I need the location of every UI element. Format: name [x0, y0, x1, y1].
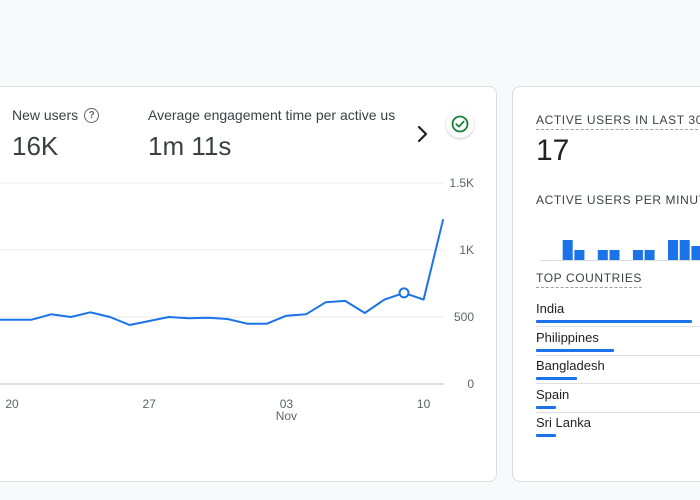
per-minute-bar[interactable]	[679, 240, 690, 260]
country-share-bar	[536, 405, 557, 409]
x-tick-label: 03	[280, 397, 294, 411]
country-row[interactable]: Spain	[536, 386, 700, 414]
metric-engagement-time[interactable]: Average engagement time per active us 1m…	[148, 107, 404, 162]
x-tick-label: 27	[143, 397, 157, 411]
x-tick-label: 20	[5, 397, 19, 411]
country-name: Sri Lanka	[536, 415, 591, 430]
country-share-bar	[536, 348, 615, 352]
hover-point[interactable]	[398, 287, 410, 299]
top-countries-header[interactable]: TOP COUNTRIES	[536, 271, 643, 288]
series-line[interactable]	[0, 218, 445, 326]
metric-new-users[interactable]: New users ? 16K	[12, 107, 100, 162]
country-row[interactable]: India	[536, 300, 700, 328]
country-name: Spain	[536, 386, 570, 402]
y-tick-label: 500	[454, 310, 474, 324]
chevron-right-icon[interactable]	[412, 124, 432, 144]
country-share-bar	[536, 377, 577, 380]
per-minute-bar[interactable]	[644, 250, 655, 260]
country-name: Philippines	[536, 329, 599, 345]
help-circle-icon[interactable]: ?	[84, 107, 100, 123]
realtime-card	[512, 86, 700, 482]
per-minute-bar[interactable]	[632, 250, 643, 260]
country-name: Bangladesh	[536, 358, 605, 373]
metric-value: 16K	[12, 131, 59, 161]
row-divider	[536, 383, 700, 384]
row-divider	[536, 326, 700, 327]
per-minute-header: ACTIVE USERS PER MINUTE	[536, 193, 700, 207]
y-tick-label: 1K	[459, 243, 474, 257]
x-tick-sublabel: Nov	[276, 409, 297, 423]
status-check-badge[interactable]	[446, 110, 474, 138]
overview-card	[0, 86, 497, 482]
per-minute-bar[interactable]	[609, 250, 620, 260]
active-users-header[interactable]: ACTIVE USERS IN LAST 30 M	[536, 113, 700, 130]
metric-label: New users	[12, 107, 79, 123]
row-divider	[536, 354, 700, 356]
country-row[interactable]: Philippines	[536, 329, 700, 357]
per-minute-bar-chart	[562, 240, 700, 260]
per-minute-bar[interactable]	[691, 246, 700, 260]
row-divider	[536, 411, 700, 413]
metric-label: Average engagement time per active us	[148, 107, 396, 123]
per-minute-bar[interactable]	[597, 250, 608, 260]
per-minute-bar[interactable]	[668, 240, 678, 260]
country-share-bar	[536, 434, 557, 437]
country-row[interactable]: Sri Lanka	[536, 414, 700, 442]
x-tick-label: 10	[417, 397, 431, 411]
country-row[interactable]: Bangladesh	[536, 357, 700, 385]
y-tick-label: 0	[467, 377, 474, 391]
country-share-bar	[536, 320, 693, 323]
per-minute-bar[interactable]	[574, 250, 585, 260]
active-users-value: 17	[536, 134, 570, 167]
y-tick-label: 1.5K	[449, 176, 474, 190]
metric-value: 1m 11s	[148, 131, 232, 161]
bar-baseline	[540, 260, 700, 261]
per-minute-bar[interactable]	[562, 240, 573, 260]
country-name: India	[536, 301, 565, 316]
check-circle-icon	[451, 115, 469, 133]
